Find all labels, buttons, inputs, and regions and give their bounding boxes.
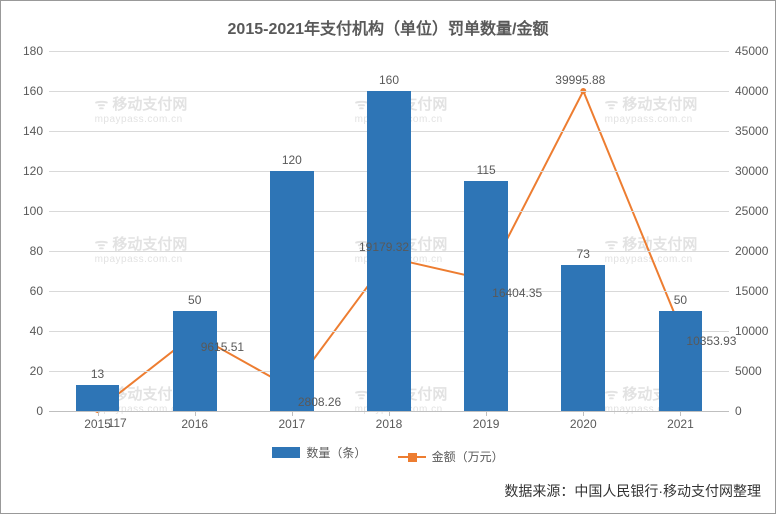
line-value-label: 2808.26 xyxy=(298,395,341,409)
y-left-tick-label: 100 xyxy=(23,204,49,218)
y-left-tick-label: 160 xyxy=(23,84,49,98)
y-right-tick-label: 15000 xyxy=(729,284,768,298)
y-right-tick-label: 25000 xyxy=(729,204,768,218)
bar xyxy=(173,311,217,411)
line-value-label: 10353.93 xyxy=(686,334,736,348)
x-tick-label: 2016 xyxy=(181,411,208,431)
gridline xyxy=(49,51,729,52)
bar-value-label: 160 xyxy=(379,73,399,87)
x-tick-label: 2019 xyxy=(473,411,500,431)
bar-value-label: 115 xyxy=(477,163,496,177)
chart-container: 2015-2021年支付机构（单位）罚单数量/金额 ᯤ 移动支付网mpaypas… xyxy=(0,0,776,514)
y-left-tick-label: 120 xyxy=(23,164,49,178)
bar-value-label: 73 xyxy=(577,247,590,261)
bar-value-label: 120 xyxy=(282,153,302,167)
y-right-tick-label: 40000 xyxy=(729,84,768,98)
y-left-tick-label: 140 xyxy=(23,124,49,138)
bar xyxy=(659,311,703,411)
y-right-tick-label: 0 xyxy=(729,404,742,418)
line-value-label: 9615.51 xyxy=(201,340,244,354)
legend-item-bars: 数量（条） xyxy=(272,444,366,461)
y-right-tick-label: 30000 xyxy=(729,164,768,178)
x-tick-label: 2018 xyxy=(376,411,403,431)
x-tick-label: 2021 xyxy=(667,411,694,431)
bar-value-label: 13 xyxy=(91,367,104,381)
legend: 数量（条） 金额（万元） xyxy=(1,444,775,466)
x-tick-label: 2020 xyxy=(570,411,597,431)
y-left-tick-label: 80 xyxy=(30,244,49,258)
y-left-tick-label: 180 xyxy=(23,44,49,58)
y-left-tick-label: 0 xyxy=(36,404,49,418)
legend-swatch-line xyxy=(398,456,426,458)
bar xyxy=(76,385,120,411)
y-right-tick-label: 5000 xyxy=(729,364,762,378)
chart-title: 2015-2021年支付机构（单位）罚单数量/金额 xyxy=(1,15,775,39)
y-left-tick-label: 60 xyxy=(30,284,49,298)
legend-label-bars: 数量（条） xyxy=(306,444,366,461)
line-value-label: 16404.35 xyxy=(492,286,542,300)
x-tick-label: 2017 xyxy=(278,411,305,431)
bar xyxy=(561,265,605,411)
y-right-tick-label: 35000 xyxy=(729,124,768,138)
y-right-tick-label: 45000 xyxy=(729,44,768,58)
bar-value-label: 50 xyxy=(188,293,201,307)
bar-value-label: 50 xyxy=(674,293,687,307)
y-left-tick-label: 40 xyxy=(30,324,49,338)
legend-label-line: 金额（万元） xyxy=(432,448,504,465)
bar xyxy=(270,171,314,411)
source-label: 数据来源：中国人民银行·移动支付网整理 xyxy=(504,481,761,501)
line-value-label: 117 xyxy=(108,416,127,430)
legend-swatch-bar xyxy=(272,447,300,458)
line-value-label: 39995.88 xyxy=(555,73,605,87)
legend-item-line: 金额（万元） xyxy=(398,448,504,465)
y-left-tick-label: 20 xyxy=(30,364,49,378)
line-value-label: 19179.32 xyxy=(359,240,409,254)
plot-area: 0204060801001201401601800500010000150002… xyxy=(49,51,729,411)
y-right-tick-label: 20000 xyxy=(729,244,768,258)
